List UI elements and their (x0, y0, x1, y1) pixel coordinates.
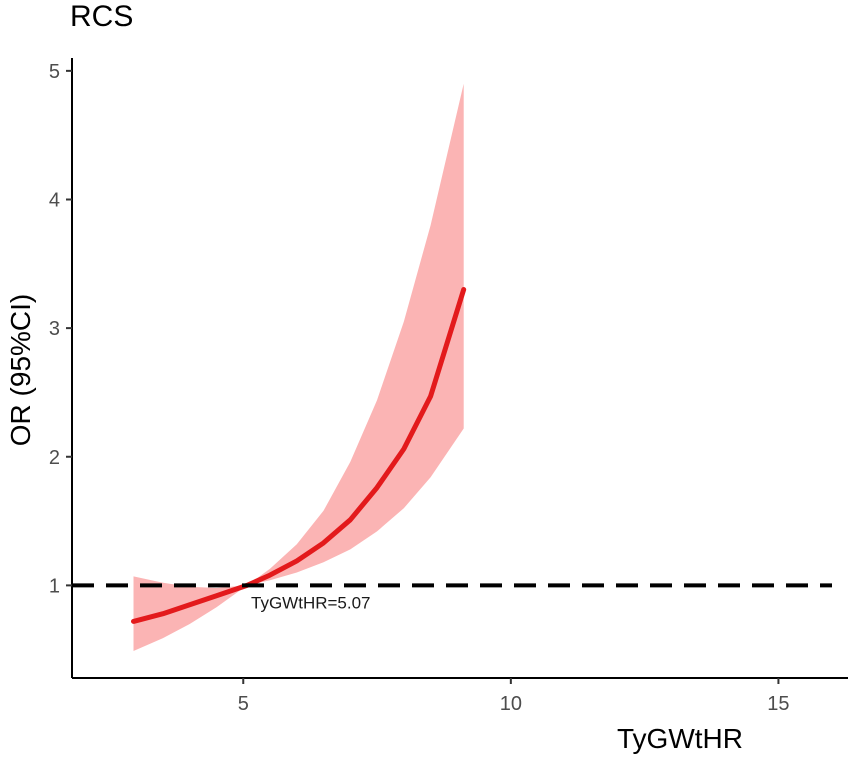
y-tick-label: 3 (49, 318, 60, 340)
y-axis-title: OR (95%CI) (5, 294, 36, 446)
y-tick-label: 5 (49, 61, 60, 83)
y-tick-label: 2 (49, 447, 60, 469)
x-tick-label: 5 (238, 693, 249, 715)
y-tick-label: 1 (49, 575, 60, 597)
or-curve (131, 287, 467, 624)
x-tick-label: 10 (500, 693, 522, 715)
ci-band (133, 83, 464, 651)
threshold-annotation: TyGWtHR=5.07 (251, 593, 371, 612)
y-tick-label: 4 (49, 189, 60, 211)
x-tick-label: 15 (767, 693, 789, 715)
x-axis-title: TyGWtHR (617, 723, 743, 754)
chart-title: RCS (70, 0, 134, 33)
